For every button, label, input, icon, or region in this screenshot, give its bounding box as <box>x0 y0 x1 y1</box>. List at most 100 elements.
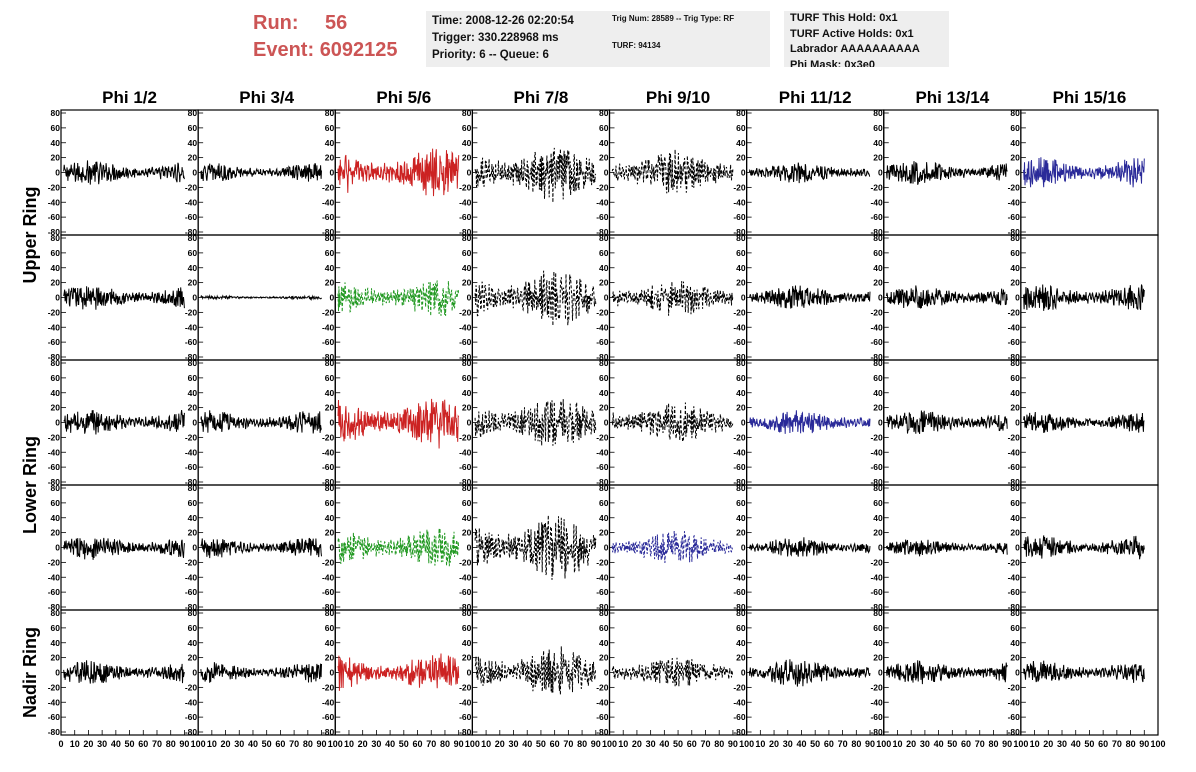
panel-frame <box>471 109 611 236</box>
y-tick-label: 60 <box>462 248 472 258</box>
y-tick-label: 80 <box>1010 358 1020 368</box>
x-tick-label: 100 <box>602 739 617 749</box>
y-tick-label: -80 <box>185 727 198 737</box>
y-tick-label: 20 <box>1010 278 1020 288</box>
y-tick-label: 80 <box>462 233 472 243</box>
y-tick-label: 40 <box>188 138 198 148</box>
y-tick-label: 0 <box>604 168 609 178</box>
x-tick-label: 20 <box>358 739 368 749</box>
y-tick-label: 40 <box>325 388 335 398</box>
y-tick-label: 20 <box>325 278 335 288</box>
y-tick-label: 0 <box>330 543 335 553</box>
y-tick-label: -80 <box>596 727 609 737</box>
y-tick-label: 80 <box>736 608 746 618</box>
waveform-trace <box>63 660 185 684</box>
y-tick-label: -80 <box>185 352 198 362</box>
y-tick-label: -80 <box>48 727 61 737</box>
y-tick-label: -40 <box>1008 572 1021 582</box>
y-tick-label: 80 <box>325 233 335 243</box>
y-tick-label: 80 <box>873 233 883 243</box>
y-tick-label: 80 <box>736 108 746 118</box>
y-tick-label: -60 <box>48 337 61 347</box>
y-tick-label: -40 <box>459 572 472 582</box>
y-tick-label: 0 <box>878 418 883 428</box>
y-tick-label: 40 <box>873 263 883 273</box>
x-tick-label: 90 <box>865 739 875 749</box>
x-tick-label: 20 <box>906 739 916 749</box>
y-tick-label: 40 <box>51 138 61 148</box>
event-line: Event: 6092125 <box>253 37 423 64</box>
y-tick-label: -20 <box>322 682 335 692</box>
waveform-trace <box>886 285 1008 309</box>
y-tick-label: -40 <box>733 322 746 332</box>
y-tick-label: -40 <box>48 322 61 332</box>
y-tick-label: -40 <box>870 197 883 207</box>
x-tick-label: 50 <box>399 739 409 749</box>
y-tick-label: -20 <box>185 432 198 442</box>
waveform-trace <box>337 280 460 317</box>
y-tick-label: 60 <box>736 248 746 258</box>
y-tick-label: -20 <box>733 557 746 567</box>
waveform-trace <box>886 539 1008 557</box>
y-tick-label: -80 <box>322 602 335 612</box>
y-tick-label: 80 <box>873 483 883 493</box>
waveform-trace <box>748 659 871 687</box>
panel-frame <box>883 359 1022 486</box>
y-tick-label: 80 <box>599 358 609 368</box>
y-tick-label: 0 <box>467 418 472 428</box>
y-tick-label: 80 <box>599 108 609 118</box>
y-tick-label: -20 <box>185 182 198 192</box>
waveform-trace <box>611 280 734 316</box>
y-tick-label: -60 <box>1008 212 1021 222</box>
x-tick-label: 90 <box>1002 739 1012 749</box>
y-tick-label: -60 <box>185 337 198 347</box>
y-tick-label: 20 <box>736 403 746 413</box>
y-tick-label: 60 <box>1010 623 1020 633</box>
y-tick-label: 0 <box>55 293 60 303</box>
y-tick-label: 80 <box>188 108 198 118</box>
waveform-trace <box>611 530 734 564</box>
waveform-trace <box>337 148 460 197</box>
y-tick-label: -20 <box>870 557 883 567</box>
y-tick-label: -80 <box>733 602 746 612</box>
y-tick-label: -60 <box>870 587 883 597</box>
y-tick-label: 80 <box>873 108 883 118</box>
x-tick-label: 60 <box>138 739 148 749</box>
y-tick-label: 60 <box>325 373 335 383</box>
y-tick-label: 40 <box>736 388 746 398</box>
y-tick-label: 40 <box>462 388 472 398</box>
y-tick-label: 20 <box>462 528 472 538</box>
x-tick-label: 10 <box>207 739 217 749</box>
y-tick-label: -60 <box>459 462 472 472</box>
x-tick-label: 80 <box>1126 739 1136 749</box>
waveform-trace <box>474 399 597 446</box>
y-tick-label: 0 <box>741 168 746 178</box>
waveform-trace <box>63 410 185 435</box>
y-tick-label: -20 <box>1008 557 1021 567</box>
y-tick-label: 40 <box>599 513 609 523</box>
y-tick-label: -40 <box>48 697 61 707</box>
x-tick-label: 20 <box>632 739 642 749</box>
x-tick-label: 50 <box>536 739 546 749</box>
y-tick-label: 20 <box>873 653 883 663</box>
ring-label: Upper Ring <box>20 187 40 284</box>
y-tick-label: 20 <box>325 528 335 538</box>
y-tick-label: -20 <box>322 182 335 192</box>
y-tick-label: -40 <box>322 197 335 207</box>
x-tick-label: 70 <box>838 739 848 749</box>
y-tick-label: 80 <box>462 483 472 493</box>
y-tick-label: 60 <box>1010 498 1020 508</box>
priority-line: Priority: 6 -- Queue: 6 <box>432 49 549 61</box>
y-tick-label: 0 <box>878 543 883 553</box>
x-tick-label: 30 <box>97 739 107 749</box>
y-tick-label: -20 <box>459 557 472 567</box>
y-tick-label: -60 <box>1008 462 1021 472</box>
waveform-trace <box>1023 535 1145 560</box>
y-tick-label: 20 <box>736 528 746 538</box>
column-header: Phi 15/16 <box>1053 88 1127 107</box>
run-label: Run: <box>253 12 299 34</box>
x-tick-label: 50 <box>125 739 135 749</box>
x-tick-label: 70 <box>152 739 162 749</box>
x-tick-label: 60 <box>687 739 697 749</box>
y-tick-label: 40 <box>325 263 335 273</box>
